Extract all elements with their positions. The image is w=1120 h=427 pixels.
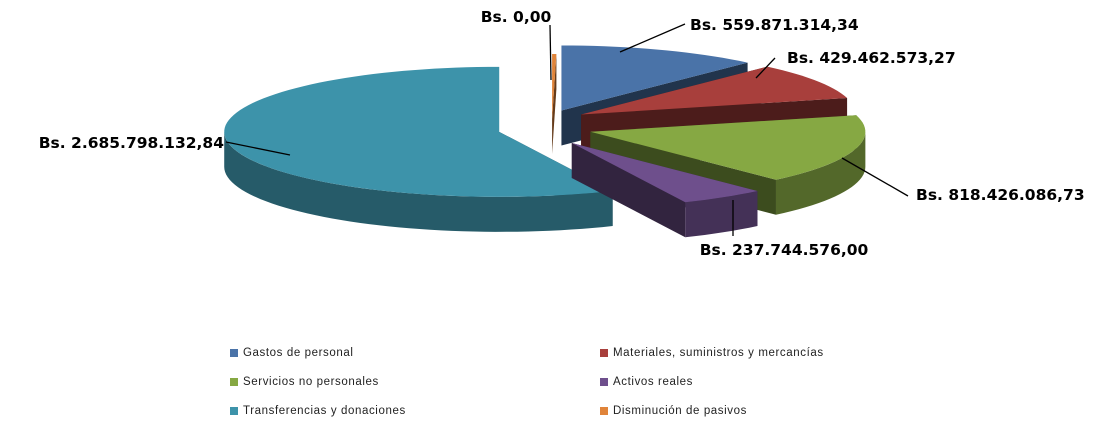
- legend-swatch: [230, 407, 238, 415]
- legend-label: Materiales, suministros y mercancías: [613, 347, 824, 359]
- legend-label: Servicios no personales: [243, 376, 379, 388]
- data-label: Bs. 237.744.576,00: [700, 241, 869, 259]
- leader-line: [619, 23, 686, 53]
- legend-swatch: [600, 407, 608, 415]
- legend-swatch: [230, 378, 238, 386]
- legend-item: Activos reales: [600, 375, 693, 389]
- leader-line: [549, 24, 552, 81]
- data-label: Bs. 2.685.798.132,84: [39, 134, 225, 152]
- legend-item: Transferencias y donaciones: [230, 404, 406, 418]
- legend-item: Materiales, suministros y mercancías: [600, 346, 824, 360]
- data-label: Bs. 0,00: [481, 8, 552, 26]
- legend-label: Gastos de personal: [243, 347, 354, 359]
- pie-slices: [224, 45, 866, 238]
- legend-item: Gastos de personal: [230, 346, 354, 360]
- legend-label: Disminución de pasivos: [613, 405, 748, 417]
- leader-line: [755, 57, 776, 79]
- legend-swatch: [600, 349, 608, 357]
- legend-swatch: [230, 349, 238, 357]
- legend-swatch: [600, 378, 608, 386]
- legend-item: Servicios no personales: [230, 375, 379, 389]
- data-label: Bs. 429.462.573,27: [787, 49, 956, 67]
- data-labels: Bs. 559.871.314,34 Bs. 429.462.573,27 Bs. …: [39, 8, 1085, 259]
- pie-slice: [224, 66, 613, 232]
- legend-label: Transferencias y donaciones: [243, 405, 406, 417]
- legend-item: Disminución de pasivos: [600, 404, 747, 418]
- leader-line: [841, 157, 909, 197]
- legend-label: Activos reales: [613, 376, 693, 388]
- pie-slice: [571, 143, 758, 238]
- pie-slice: [552, 54, 557, 155]
- data-label: Bs. 559.871.314,34: [690, 16, 859, 34]
- leader-line: [225, 141, 291, 156]
- data-label: Bs. 818.426.086,73: [916, 186, 1085, 204]
